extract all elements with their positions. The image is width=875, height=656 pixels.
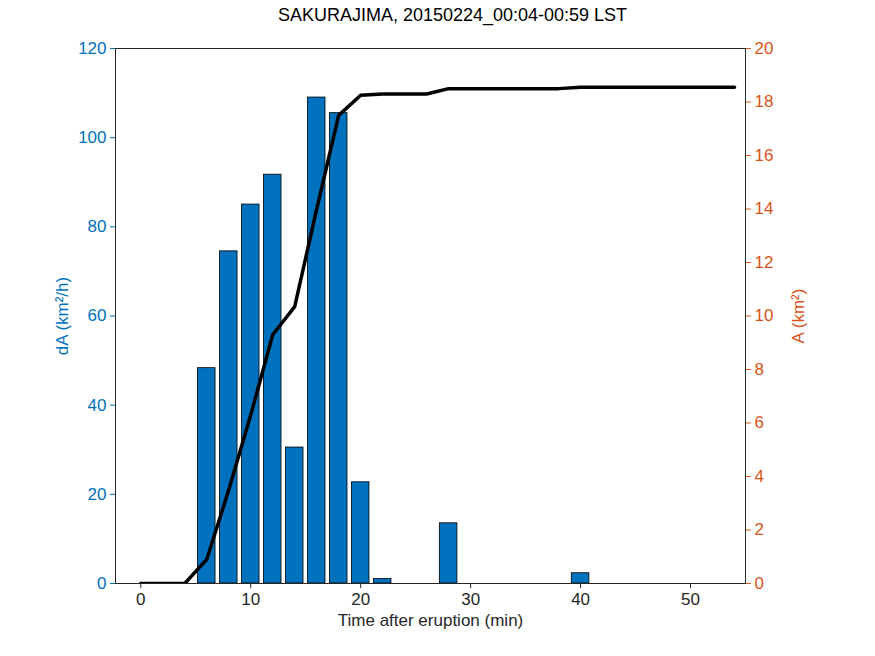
- svg-text:14: 14: [755, 199, 774, 218]
- svg-text:2: 2: [755, 520, 764, 539]
- svg-text:40: 40: [571, 590, 590, 609]
- svg-text:100: 100: [78, 128, 106, 147]
- svg-text:0: 0: [755, 574, 764, 593]
- svg-text:Time after eruption (min): Time after eruption (min): [338, 611, 523, 630]
- svg-text:50: 50: [681, 590, 700, 609]
- svg-text:20: 20: [351, 590, 370, 609]
- svg-text:12: 12: [755, 253, 774, 272]
- svg-text:80: 80: [88, 217, 107, 236]
- svg-text:10: 10: [241, 590, 260, 609]
- svg-text:120: 120: [78, 39, 106, 58]
- svg-text:60: 60: [88, 306, 107, 325]
- svg-text:40: 40: [88, 396, 107, 415]
- svg-text:A (km²): A (km²): [789, 289, 808, 344]
- svg-text:10: 10: [755, 306, 774, 325]
- svg-text:0: 0: [136, 590, 145, 609]
- svg-text:20: 20: [88, 485, 107, 504]
- svg-text:0: 0: [97, 574, 106, 593]
- svg-text:4: 4: [755, 467, 764, 486]
- svg-text:16: 16: [755, 146, 774, 165]
- html-text:SAKURAJIMA, 20150224_00:04-00:: SAKURAJIMA, 20150224_00:04-00:59 LST: [277, 5, 628, 25]
- svg-text:6: 6: [755, 413, 764, 432]
- svg-text:20: 20: [755, 39, 774, 58]
- svg-text:dA (km²/h): dA (km²/h): [53, 277, 72, 355]
- svg-text:8: 8: [755, 360, 764, 379]
- svg-text:30: 30: [461, 590, 480, 609]
- svg-text:18: 18: [755, 92, 774, 111]
